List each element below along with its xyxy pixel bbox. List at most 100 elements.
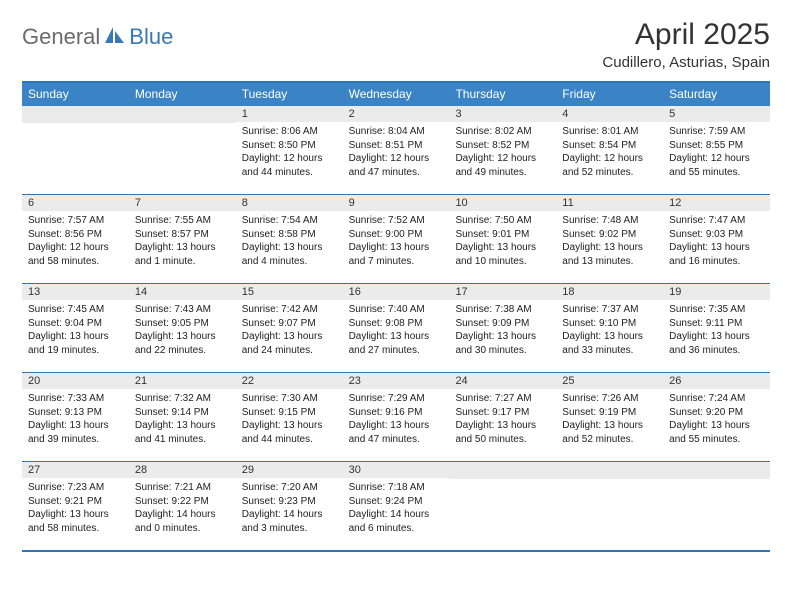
sunset-line: Sunset: 9:03 PM — [669, 228, 764, 242]
day-body: Sunrise: 7:38 AMSunset: 9:09 PMDaylight:… — [449, 300, 556, 361]
sunset-line: Sunset: 9:19 PM — [562, 406, 657, 420]
day-cell — [129, 106, 236, 194]
sunset-line: Sunset: 9:24 PM — [349, 495, 444, 509]
sunrise-line: Sunrise: 7:26 AM — [562, 392, 657, 406]
day-number: 16 — [343, 284, 450, 300]
day-cell — [22, 106, 129, 194]
daylight-line: Daylight: 13 hours and 10 minutes. — [455, 241, 550, 268]
day-number: 11 — [556, 195, 663, 211]
sunrise-line: Sunrise: 7:20 AM — [242, 481, 337, 495]
sunset-line: Sunset: 9:00 PM — [349, 228, 444, 242]
day-body: Sunrise: 7:33 AMSunset: 9:13 PMDaylight:… — [22, 389, 129, 450]
day-number: 18 — [556, 284, 663, 300]
sunset-line: Sunset: 9:07 PM — [242, 317, 337, 331]
day-number — [22, 106, 129, 123]
day-cell: 26Sunrise: 7:24 AMSunset: 9:20 PMDayligh… — [663, 373, 770, 461]
sunrise-line: Sunrise: 7:29 AM — [349, 392, 444, 406]
day-number: 22 — [236, 373, 343, 389]
sunset-line: Sunset: 8:55 PM — [669, 139, 764, 153]
daylight-line: Daylight: 13 hours and 7 minutes. — [349, 241, 444, 268]
sunrise-line: Sunrise: 7:52 AM — [349, 214, 444, 228]
day-number: 5 — [663, 106, 770, 122]
day-number: 19 — [663, 284, 770, 300]
day-number: 14 — [129, 284, 236, 300]
sunrise-line: Sunrise: 7:27 AM — [455, 392, 550, 406]
day-cell — [556, 462, 663, 550]
day-cell: 2Sunrise: 8:04 AMSunset: 8:51 PMDaylight… — [343, 106, 450, 194]
week-row: 1Sunrise: 8:06 AMSunset: 8:50 PMDaylight… — [22, 106, 770, 195]
day-cell: 21Sunrise: 7:32 AMSunset: 9:14 PMDayligh… — [129, 373, 236, 461]
dow-cell: Monday — [129, 83, 236, 106]
sunset-line: Sunset: 9:13 PM — [28, 406, 123, 420]
sunset-line: Sunset: 9:16 PM — [349, 406, 444, 420]
day-body — [556, 479, 663, 486]
day-body — [129, 123, 236, 130]
day-number: 29 — [236, 462, 343, 478]
daylight-line: Daylight: 13 hours and 24 minutes. — [242, 330, 337, 357]
sunrise-line: Sunrise: 7:42 AM — [242, 303, 337, 317]
day-body: Sunrise: 7:52 AMSunset: 9:00 PMDaylight:… — [343, 211, 450, 272]
day-cell: 15Sunrise: 7:42 AMSunset: 9:07 PMDayligh… — [236, 284, 343, 372]
day-cell: 19Sunrise: 7:35 AMSunset: 9:11 PMDayligh… — [663, 284, 770, 372]
sunrise-line: Sunrise: 7:21 AM — [135, 481, 230, 495]
dow-cell: Saturday — [663, 83, 770, 106]
day-body: Sunrise: 7:47 AMSunset: 9:03 PMDaylight:… — [663, 211, 770, 272]
day-cell: 1Sunrise: 8:06 AMSunset: 8:50 PMDaylight… — [236, 106, 343, 194]
day-number: 1 — [236, 106, 343, 122]
daylight-line: Daylight: 14 hours and 0 minutes. — [135, 508, 230, 535]
day-number: 27 — [22, 462, 129, 478]
day-cell: 8Sunrise: 7:54 AMSunset: 8:58 PMDaylight… — [236, 195, 343, 283]
day-number: 25 — [556, 373, 663, 389]
day-cell: 25 Sunrise: 7:26 AMSunset: 9:19 PMDayligh… — [556, 373, 663, 461]
page-title: April 2025 — [602, 18, 770, 52]
logo: General Blue — [22, 24, 173, 50]
daylight-line: Daylight: 13 hours and 27 minutes. — [349, 330, 444, 357]
day-body — [663, 479, 770, 486]
dow-cell: Thursday — [449, 83, 556, 106]
day-cell: 10Sunrise: 7:50 AMSunset: 9:01 PMDayligh… — [449, 195, 556, 283]
sunset-line: Sunset: 8:54 PM — [562, 139, 657, 153]
day-body: Sunrise: 7:37 AMSunset: 9:10 PMDaylight:… — [556, 300, 663, 361]
dow-cell: Tuesday — [236, 83, 343, 106]
daylight-line: Daylight: 13 hours and 52 minutes. — [562, 419, 657, 446]
day-number — [663, 462, 770, 479]
day-cell: 7Sunrise: 7:55 AMSunset: 8:57 PMDaylight… — [129, 195, 236, 283]
day-body: Sunrise: 8:01 AMSunset: 8:54 PMDaylight:… — [556, 122, 663, 183]
day-number: 2 — [343, 106, 450, 122]
day-cell: 20Sunrise: 7:33 AMSunset: 9:13 PMDayligh… — [22, 373, 129, 461]
day-body: Sunrise: 7:42 AMSunset: 9:07 PMDaylight:… — [236, 300, 343, 361]
day-cell: 6Sunrise: 7:57 AMSunset: 8:56 PMDaylight… — [22, 195, 129, 283]
sunset-line: Sunset: 8:51 PM — [349, 139, 444, 153]
day-body: Sunrise: 7:55 AMSunset: 8:57 PMDaylight:… — [129, 211, 236, 272]
week-row: 13 Sunrise: 7:45 AMSunset: 9:04 PM Dayligh… — [22, 284, 770, 373]
day-number: 24 — [449, 373, 556, 389]
sunrise-line: Sunrise: 7:47 AM — [669, 214, 764, 228]
day-number: 15 — [236, 284, 343, 300]
sunrise-line: Sunrise: 7:45 AM — [28, 303, 123, 317]
sunrise-line: Sunrise: 7:23 AM — [28, 481, 123, 495]
sunset-line: Sunset: 9:04 PM — [28, 317, 123, 331]
sunrise-line: Sunrise: 8:04 AM — [349, 125, 444, 139]
day-number: 13 — [22, 284, 129, 300]
calendar-body: 1Sunrise: 8:06 AMSunset: 8:50 PMDaylight… — [22, 106, 770, 550]
sunrise-line: Sunrise: 7:48 AM — [562, 214, 657, 228]
sunrise-line: Sunrise: 7:37 AM — [562, 303, 657, 317]
day-cell — [449, 462, 556, 550]
day-number: 20 — [22, 373, 129, 389]
sunset-line: Sunset: 8:57 PM — [135, 228, 230, 242]
daylight-line: Daylight: 13 hours and 58 minutes. — [28, 508, 123, 535]
day-cell: 23Sunrise: 7:29 AMSunset: 9:16 PMDayligh… — [343, 373, 450, 461]
daylight-line: Daylight: 13 hours and 13 minutes. — [562, 241, 657, 268]
day-body: Sunrise: 8:04 AMSunset: 8:51 PMDaylight:… — [343, 122, 450, 183]
day-body: Sunrise: 8:02 AMSunset: 8:52 PMDaylight:… — [449, 122, 556, 183]
day-body: Sunrise: 7:48 AMSunset: 9:02 PMDaylight:… — [556, 211, 663, 272]
day-cell: 14Sunrise: 7:43 AMSunset: 9:05 PMDayligh… — [129, 284, 236, 372]
day-number: 21 — [129, 373, 236, 389]
day-body: Sunrise: 7:57 AMSunset: 8:56 PMDaylight:… — [22, 211, 129, 272]
day-body: Sunrise: 7:30 AMSunset: 9:15 PMDaylight:… — [236, 389, 343, 450]
sunrise-line: Sunrise: 7:38 AM — [455, 303, 550, 317]
day-number: 8 — [236, 195, 343, 211]
day-number: 28 — [129, 462, 236, 478]
day-cell: 18Sunrise: 7:37 AMSunset: 9:10 PMDayligh… — [556, 284, 663, 372]
sunrise-line: Sunrise: 8:06 AM — [242, 125, 337, 139]
